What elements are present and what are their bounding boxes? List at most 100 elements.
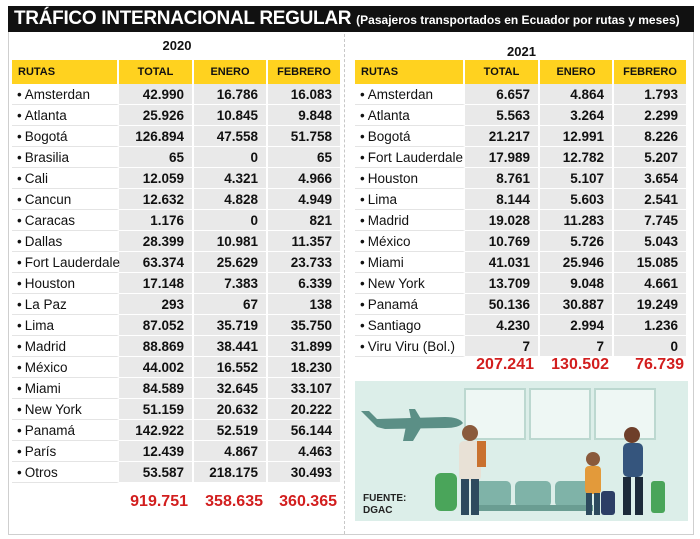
bullet-icon: •: [360, 107, 365, 123]
febrero-cell: 51.758: [268, 126, 342, 147]
route-name: Miami: [24, 380, 61, 396]
enero-cell: 32.645: [194, 378, 268, 399]
bullet-icon: •: [360, 128, 365, 144]
bullet-icon: •: [17, 317, 22, 333]
table-row: • París 12.439 4.867 4.463: [12, 441, 342, 462]
route-cell: • New York: [355, 273, 465, 294]
total-cell: 44.002: [119, 357, 194, 378]
route-name: Houston: [367, 170, 419, 186]
year-2021-label: 2021: [507, 44, 536, 59]
table-row: • Amsterdan 6.657 4.864 1.793: [355, 84, 688, 105]
febrero-cell: 8.226: [614, 126, 688, 147]
total-cell: 293: [119, 294, 194, 315]
enero-cell: 20.632: [194, 399, 268, 420]
enero-cell: 30.887: [540, 294, 614, 315]
route-name: Lima: [367, 191, 397, 207]
febrero-cell: 18.230: [268, 357, 342, 378]
source-value: DGAC: [363, 505, 393, 516]
route-name: Lima: [24, 317, 54, 333]
table-row: • Atlanta 25.926 10.845 9.848: [12, 105, 342, 126]
table-row: • Santiago 4.230 2.994 1.236: [355, 315, 688, 336]
enero-cell: 12.991: [540, 126, 614, 147]
table-row: • Bogotá 21.217 12.991 8.226: [355, 126, 688, 147]
table-row: • La Paz 293 67 138: [12, 294, 342, 315]
content-frame: [8, 32, 694, 535]
route-name: Amsterdan: [24, 86, 91, 102]
enero-cell: 35.719: [194, 315, 268, 336]
febrero-cell: 4.966: [268, 168, 342, 189]
col-header-febrero: FEBRERO: [268, 60, 342, 84]
route-name: New York: [367, 275, 425, 291]
route-name: Amsterdan: [367, 86, 434, 102]
total-cell: 4.230: [465, 315, 540, 336]
col-header-total: TOTAL: [119, 60, 194, 84]
table-row: • Atlanta 5.563 3.264 2.299: [355, 105, 688, 126]
febrero-cell: 56.144: [268, 420, 342, 441]
route-name: Fort Lauderdale: [24, 254, 121, 270]
total-cell: 8.144: [465, 189, 540, 210]
route-name: Atlanta: [367, 107, 410, 123]
enero-cell: 7: [540, 336, 614, 357]
table-row: • Madrid 19.028 11.283 7.745: [355, 210, 688, 231]
total-cell: 5.563: [465, 105, 540, 126]
total-2020-total: 919.751: [130, 493, 188, 510]
febrero-cell: 4.661: [614, 273, 688, 294]
enero-cell: 10.845: [194, 105, 268, 126]
route-cell: • Houston: [355, 168, 465, 189]
enero-cell: 9.048: [540, 273, 614, 294]
bullet-icon: •: [360, 149, 365, 165]
route-name: México: [367, 233, 411, 249]
febrero-cell: 138: [268, 294, 342, 315]
route-cell: • Panamá: [355, 294, 465, 315]
route-name: México: [24, 359, 68, 375]
table-row: • Brasilia 65 0 65: [12, 147, 342, 168]
table-row: • Cali 12.059 4.321 4.966: [12, 168, 342, 189]
route-cell: • Caracas: [12, 210, 119, 231]
total-cell: 63.374: [119, 252, 194, 273]
bullet-icon: •: [360, 296, 365, 312]
bullet-icon: •: [17, 422, 22, 438]
total-cell: 1.176: [119, 210, 194, 231]
enero-cell: 3.264: [540, 105, 614, 126]
title-bar: TRÁFICO INTERNACIONAL REGULAR (Pasajeros…: [8, 6, 694, 32]
febrero-cell: 1.236: [614, 315, 688, 336]
total-cell: 19.028: [465, 210, 540, 231]
total-cell: 51.159: [119, 399, 194, 420]
page-title: TRÁFICO INTERNACIONAL REGULAR: [14, 8, 352, 29]
bullet-icon: •: [17, 233, 22, 249]
route-name: Atlanta: [24, 107, 67, 123]
total-cell: 13.709: [465, 273, 540, 294]
total-cell: 84.589: [119, 378, 194, 399]
total-cell: 88.869: [119, 336, 194, 357]
route-cell: • Miami: [12, 378, 119, 399]
route-cell: • Fort Lauderdale: [355, 147, 465, 168]
febrero-cell: 1.793: [614, 84, 688, 105]
col-header-rutas: RUTAS: [355, 60, 465, 84]
airport-scene-image: [361, 388, 665, 515]
traveler-left: [435, 425, 486, 515]
route-cell: • New York: [12, 399, 119, 420]
col-header-rutas: RUTAS: [12, 60, 119, 84]
traveler-right: [623, 427, 665, 515]
febrero-cell: 4.463: [268, 441, 342, 462]
route-cell: • Amsterdan: [355, 84, 465, 105]
enero-cell: 7.383: [194, 273, 268, 294]
route-name: Miami: [367, 254, 404, 270]
route-name: Brasilia: [24, 149, 69, 165]
enero-cell: 47.558: [194, 126, 268, 147]
total-cell: 12.439: [119, 441, 194, 462]
enero-cell: 5.726: [540, 231, 614, 252]
route-name: Caracas: [24, 212, 76, 228]
bullet-icon: •: [360, 212, 365, 228]
route-name: La Paz: [24, 296, 67, 312]
route-cell: • Lima: [355, 189, 465, 210]
route-name: Dallas: [24, 233, 63, 249]
febrero-cell: 35.750: [268, 315, 342, 336]
route-cell: • Viru Viru (Bol.): [355, 336, 465, 357]
febrero-cell: 31.899: [268, 336, 342, 357]
febrero-cell: 23.733: [268, 252, 342, 273]
table-row: • Otros 53.587 218.175 30.493: [12, 462, 342, 483]
total-cell: 17.989: [465, 147, 540, 168]
table-row: • Panamá 142.922 52.519 56.144: [12, 420, 342, 441]
febrero-cell: 4.949: [268, 189, 342, 210]
